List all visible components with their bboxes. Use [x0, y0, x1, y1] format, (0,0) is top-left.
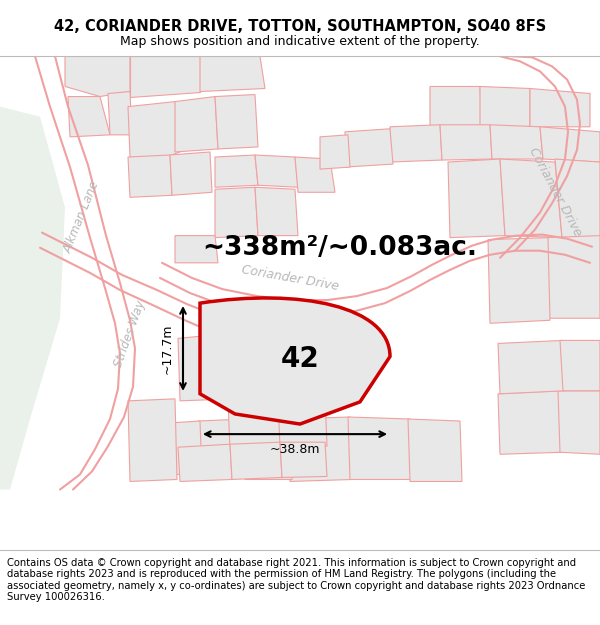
Polygon shape	[480, 86, 530, 127]
Text: Coriander Drive: Coriander Drive	[241, 263, 340, 293]
Polygon shape	[348, 417, 412, 479]
Polygon shape	[128, 102, 180, 159]
Polygon shape	[500, 159, 562, 238]
Polygon shape	[278, 397, 327, 448]
Polygon shape	[558, 391, 600, 454]
Polygon shape	[498, 341, 565, 394]
Polygon shape	[175, 236, 218, 263]
Text: ~338m²/~0.083ac.: ~338m²/~0.083ac.	[203, 235, 478, 261]
Polygon shape	[215, 155, 258, 188]
PathPatch shape	[200, 298, 390, 424]
Polygon shape	[555, 159, 600, 238]
Polygon shape	[540, 127, 600, 162]
Polygon shape	[448, 159, 505, 238]
Text: ~38.8m: ~38.8m	[270, 442, 320, 456]
Polygon shape	[255, 188, 298, 236]
Polygon shape	[228, 399, 282, 449]
Polygon shape	[108, 91, 132, 135]
Polygon shape	[560, 341, 600, 391]
Text: ~17.7m: ~17.7m	[161, 323, 173, 374]
Polygon shape	[295, 157, 335, 192]
Polygon shape	[175, 96, 218, 152]
Polygon shape	[345, 129, 393, 167]
Polygon shape	[0, 107, 65, 489]
Polygon shape	[498, 391, 563, 454]
Polygon shape	[280, 331, 328, 397]
Polygon shape	[530, 89, 590, 127]
Polygon shape	[200, 56, 265, 91]
Text: Map shows position and indicative extent of the property.: Map shows position and indicative extent…	[120, 36, 480, 48]
Polygon shape	[153, 421, 202, 474]
Polygon shape	[230, 331, 282, 399]
Polygon shape	[390, 125, 442, 162]
Polygon shape	[430, 86, 482, 127]
Polygon shape	[280, 442, 327, 478]
Polygon shape	[215, 94, 258, 149]
Polygon shape	[320, 135, 350, 169]
Polygon shape	[440, 125, 492, 160]
Polygon shape	[170, 152, 212, 195]
Text: Contains OS data © Crown copyright and database right 2021. This information is : Contains OS data © Crown copyright and d…	[7, 558, 586, 602]
Polygon shape	[490, 125, 543, 159]
Text: Alkman Lane: Alkman Lane	[62, 179, 103, 256]
Polygon shape	[68, 96, 110, 137]
Polygon shape	[488, 238, 550, 323]
Polygon shape	[198, 419, 247, 478]
Polygon shape	[215, 188, 258, 238]
Polygon shape	[65, 56, 130, 96]
Text: Strides Way: Strides Way	[112, 298, 148, 369]
Polygon shape	[545, 236, 600, 318]
Polygon shape	[288, 417, 353, 481]
Polygon shape	[128, 155, 172, 198]
Polygon shape	[408, 419, 462, 481]
Polygon shape	[130, 56, 200, 96]
Polygon shape	[255, 155, 298, 188]
Text: 42, CORIANDER DRIVE, TOTTON, SOUTHAMPTON, SO40 8FS: 42, CORIANDER DRIVE, TOTTON, SOUTHAMPTON…	[54, 19, 546, 34]
Polygon shape	[178, 444, 232, 481]
Polygon shape	[230, 442, 282, 479]
Text: Coriander Drive: Coriander Drive	[526, 146, 584, 239]
Polygon shape	[128, 399, 177, 481]
Polygon shape	[178, 333, 232, 401]
Text: 42: 42	[281, 344, 319, 372]
Polygon shape	[243, 417, 292, 479]
